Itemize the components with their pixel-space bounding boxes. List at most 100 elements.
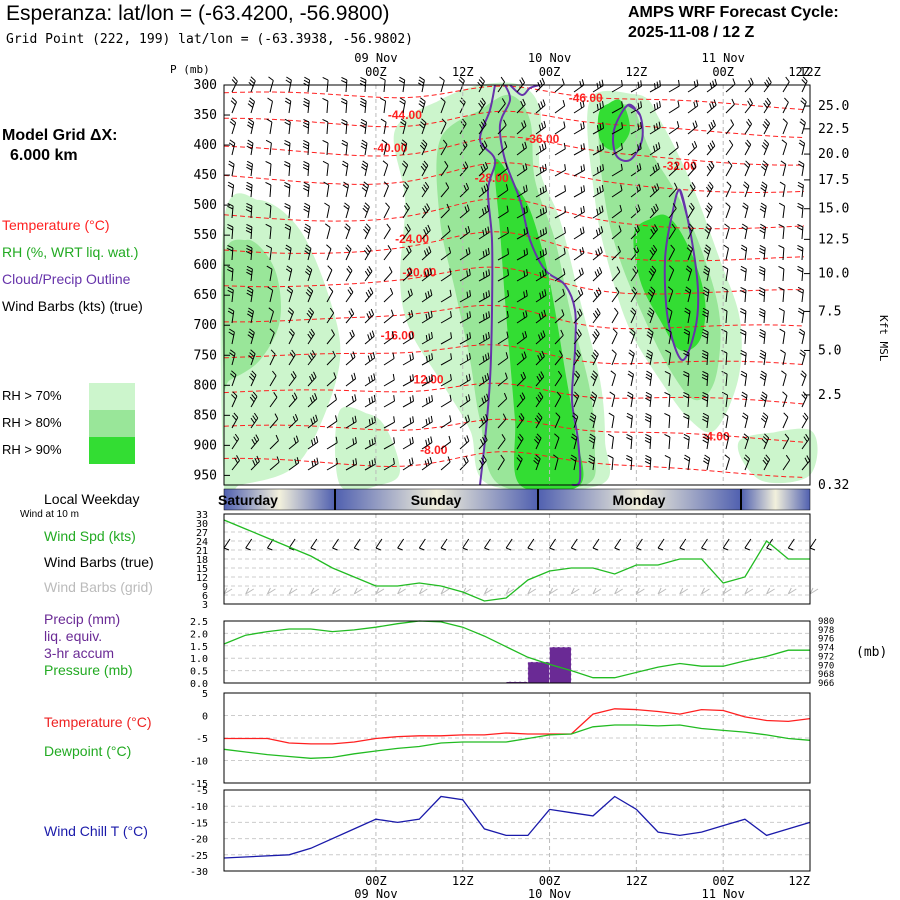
true-wind-barb (223, 538, 231, 551)
top-hour-label: 00Z (365, 65, 387, 79)
wind-barb (686, 244, 693, 261)
bottom-hour-label: 00Z (365, 874, 387, 888)
temperature-contour (223, 418, 805, 443)
wind-barb (326, 329, 335, 345)
grid-wind-barb (245, 587, 254, 595)
wind-barb (611, 266, 621, 282)
bottom-date-label: 09 Nov (354, 887, 397, 900)
true-wind-barb (527, 538, 535, 551)
wind-barb (478, 311, 490, 324)
wind-barb (782, 454, 791, 471)
wind-barb (364, 416, 376, 429)
wind-barb (611, 349, 617, 366)
wind-barb (554, 164, 566, 177)
value-tick-label: 2.0 (190, 629, 208, 640)
height-tick-label: 25.0 (818, 99, 849, 114)
wind-barb (421, 289, 433, 303)
pressure-tick-label: 450 (194, 168, 217, 183)
wind-barb (782, 433, 790, 450)
wind-barb (782, 118, 788, 135)
wind-barb (497, 76, 506, 93)
wind-barb (721, 286, 728, 303)
wind-barb (402, 436, 414, 450)
wind-barb (801, 76, 808, 93)
wind-barb (306, 307, 315, 324)
grid-wind-barb (722, 587, 732, 595)
wind-barb (288, 457, 300, 471)
wind-barb (779, 328, 786, 345)
wind-barb (759, 370, 767, 387)
wind-barb (269, 413, 279, 429)
wind-barb (573, 329, 582, 345)
wind-barb (535, 142, 547, 156)
wind-barb (345, 458, 357, 471)
height-tick-label: 5.0 (818, 343, 841, 358)
wind-barb (326, 350, 336, 366)
wind-barb (229, 118, 237, 135)
top-hour-label: 00Z (712, 65, 734, 79)
true-wind-barb (549, 538, 556, 551)
wind-barb (554, 370, 563, 387)
wind-barb (247, 307, 254, 324)
wind-barb (364, 437, 376, 450)
wind-barb (284, 118, 291, 135)
wind-barb (649, 142, 661, 156)
wind-speed-frame (223, 513, 811, 605)
wind-barb (227, 307, 235, 324)
wind-barb (497, 119, 507, 135)
true-wind-barb (505, 538, 513, 551)
wind-chill-panel: -5 -10 -15 -20 -25 -30 (190, 786, 811, 878)
wind-barb (497, 352, 509, 366)
wind-barb (644, 454, 652, 471)
wind-barb (383, 309, 394, 324)
wind-barb (683, 349, 690, 366)
wind-barb (440, 246, 452, 261)
wind-barb (269, 456, 280, 471)
wind-barb (288, 392, 298, 408)
wind-barb (570, 454, 577, 471)
wind-barb (288, 435, 299, 450)
wind-barb (364, 458, 376, 471)
forecast-cycle-label: AMPS WRF Forecast Cycle: (628, 4, 839, 21)
wind-barb (419, 118, 427, 135)
wind-barb (307, 393, 318, 408)
wind-barb (725, 160, 733, 177)
wind-barb (516, 206, 528, 219)
wind-barb (649, 183, 660, 198)
pressure-tick-label: 400 (194, 138, 217, 153)
wind-barb (535, 309, 547, 324)
wind-barbs-grid-title: Wind Barbs (grid) (44, 579, 153, 595)
wind-barb (269, 434, 279, 450)
grid-point-subtitle: Grid Point (222, 199) lat/lon = (-63.393… (6, 32, 413, 47)
wind-barb (763, 77, 772, 93)
rh80-swatch (89, 410, 135, 437)
wind-barb (723, 433, 730, 450)
wind-barb (288, 414, 299, 429)
wind-barb (759, 349, 767, 366)
wind-barb (459, 311, 471, 324)
value-tick-label: 9 (202, 582, 208, 593)
wind-barb (554, 78, 565, 93)
wind-barb (763, 97, 771, 114)
wind-barb (227, 223, 234, 240)
value-tick-label: -10 (190, 757, 208, 768)
temperature-contour-label: -44.00 (388, 108, 422, 122)
wind-barb (459, 182, 470, 198)
wind-barb (440, 268, 452, 282)
wind-barb (744, 98, 753, 114)
temperature-contour-label: -24.00 (395, 232, 429, 246)
wind-barb (341, 76, 348, 93)
wind-barb (359, 76, 367, 93)
wind-barb (459, 414, 470, 429)
cross-section-frame (223, 84, 811, 486)
wind-barb (307, 328, 315, 345)
wind-barb (592, 164, 604, 177)
pressure-tick-label: 600 (194, 258, 217, 273)
wind-barb (283, 160, 291, 177)
wind-barb (535, 227, 547, 240)
wind-barb (668, 141, 679, 156)
wind-barb (759, 223, 767, 240)
pressure-tick-label: 800 (194, 378, 217, 393)
wind-barb (683, 433, 690, 450)
wind-chill-title: Wind Chill T (°C) (44, 823, 148, 839)
